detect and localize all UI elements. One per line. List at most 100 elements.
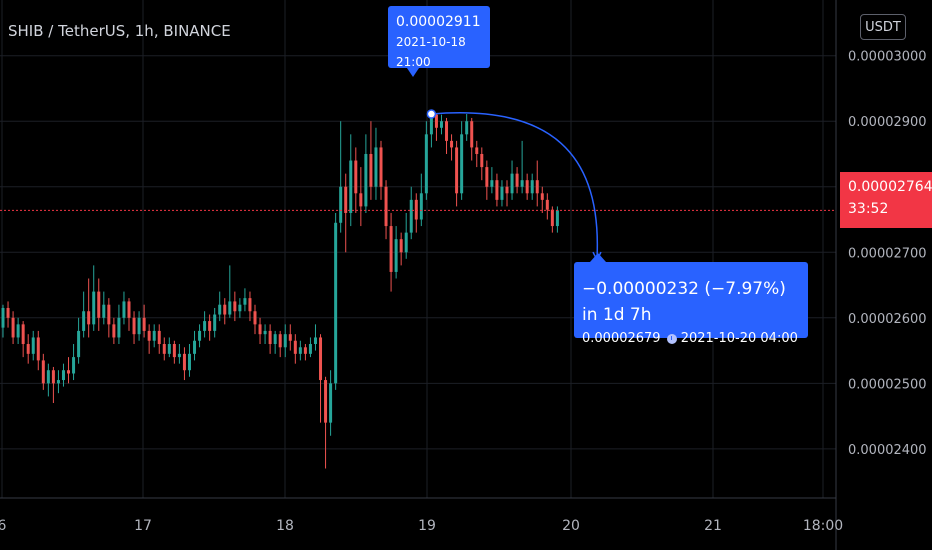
x-tick-label: 19 [418, 518, 436, 534]
candle-body [142, 317, 146, 331]
candle-body [500, 186, 504, 200]
candle-body [389, 226, 393, 272]
candle-body [465, 121, 469, 135]
candle-body [92, 291, 96, 325]
candle-body [475, 147, 479, 154]
candle-body [404, 232, 408, 253]
candle-body [308, 344, 312, 354]
candle-body [87, 311, 91, 325]
candle-body [67, 370, 71, 374]
x-tick-label: 17 [134, 518, 152, 534]
candle-body [555, 210, 559, 227]
candle-body [525, 180, 529, 194]
y-tick-label: 0.00002400 [848, 443, 927, 458]
candle-body [540, 193, 544, 200]
candle-body [152, 330, 156, 341]
high-price-callout: 0.00002911 2021-10-18 21:00 [388, 6, 490, 69]
measure-callout-pointer [590, 253, 606, 262]
candle-body [228, 301, 232, 315]
candle-body [268, 330, 272, 345]
candle-body [258, 324, 262, 335]
candle-body [122, 301, 126, 318]
candle-body [11, 317, 15, 338]
candle-body [157, 330, 161, 345]
candle-body [334, 222, 338, 384]
candle-body [530, 180, 534, 194]
candle-body [349, 160, 353, 213]
measure-target-datetime: 2021-10-20 04:00 [680, 331, 798, 346]
candle-body [399, 239, 403, 253]
x-tick-label: 21 [704, 518, 722, 534]
candle-body [298, 347, 302, 354]
candle-body [36, 337, 40, 361]
candle-body [445, 121, 449, 141]
measure-callout: −0.00000232 (−7.97%) in 1d 7h 0.00002679… [574, 262, 808, 346]
candle-body [208, 321, 212, 331]
candle-body [97, 291, 101, 318]
candle-body [167, 344, 171, 354]
candle-body [77, 330, 81, 358]
candle-body [450, 140, 454, 148]
y-tick-label: 0.00002600 [848, 312, 927, 327]
high-price-datetime: 2021-10-18 21:00 [396, 35, 466, 69]
candle-body [127, 301, 131, 318]
candle-body [293, 340, 297, 354]
candle-body [510, 173, 514, 194]
candle-body [520, 180, 524, 187]
high-callout-pointer [407, 68, 419, 77]
candle-body [550, 209, 554, 227]
y-tick-label: 0.00002700 [848, 246, 927, 261]
candle-body [56, 380, 60, 384]
candle-body [82, 311, 86, 331]
candle-body [218, 304, 222, 315]
measure-target: 0.00002679 2021-10-20 04:00 [582, 328, 800, 350]
clock-icon [666, 333, 677, 344]
candle-body [495, 180, 499, 200]
x-tick-label: 6 [0, 518, 7, 534]
candle-body [147, 330, 151, 341]
candle-body [248, 298, 252, 312]
candle-body [545, 199, 549, 210]
candle-body [460, 134, 464, 194]
candle-body [394, 239, 398, 272]
currency-button[interactable]: USDT [860, 14, 906, 40]
candle-body [324, 380, 328, 423]
candle-body [515, 173, 519, 187]
y-tick-label: 0.00002500 [848, 377, 927, 392]
candle-body [162, 344, 166, 354]
measure-change: −0.00000232 (−7.97%) in 1d 7h [582, 279, 786, 325]
x-tick-label: 18:00 [803, 518, 843, 534]
x-tick-label: 20 [562, 518, 580, 534]
candle-body [198, 330, 202, 341]
measure-target-price: 0.00002679 [582, 331, 661, 346]
candle-body [187, 353, 191, 371]
candle-body [434, 114, 438, 128]
bar-countdown: 33:52 [848, 201, 889, 217]
candle-body [41, 360, 45, 384]
candle-body [480, 153, 484, 168]
candle-body [313, 337, 317, 345]
candle-body [505, 186, 509, 194]
candle-body [31, 337, 35, 354]
candle-body [1, 307, 5, 328]
candle-body [409, 199, 413, 233]
measure-start-point [426, 109, 437, 119]
candle-body [16, 324, 20, 338]
measure-arrow-curve [431, 112, 599, 259]
candle-body [51, 370, 55, 384]
candle-body [364, 153, 368, 207]
last-price-tag: 0.00002764 33:52 [840, 172, 932, 228]
high-price-value: 0.00002911 [396, 14, 481, 30]
candle-body [72, 357, 76, 374]
candle-body [414, 199, 418, 220]
candle-body [379, 147, 383, 187]
candle-body [233, 301, 237, 312]
candle-body [359, 193, 363, 207]
candle-body [485, 167, 489, 187]
candle-body [263, 330, 267, 335]
candle-body [319, 337, 323, 381]
candle-body [490, 180, 494, 187]
candle-body [303, 347, 307, 354]
candle-body [107, 304, 111, 325]
candle-body [46, 370, 50, 384]
